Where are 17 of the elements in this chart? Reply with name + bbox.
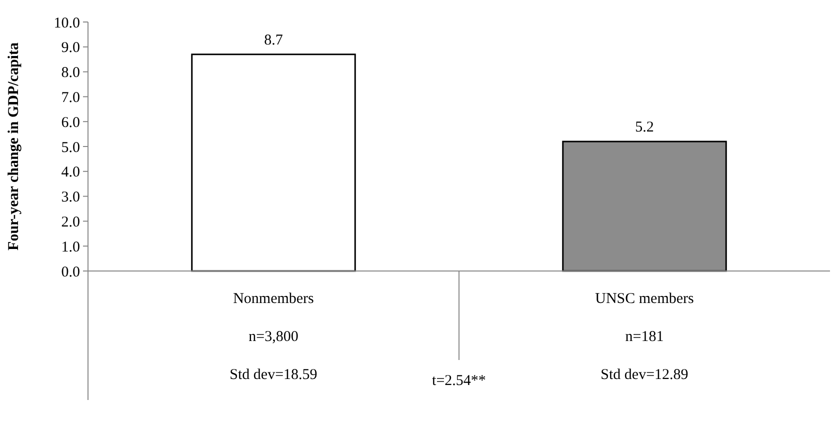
y-tick-label: 5.0 [61, 140, 80, 156]
y-tick-label: 0.0 [61, 264, 80, 280]
y-tick-label: 10.0 [54, 15, 80, 32]
text: t=2.54** [432, 373, 486, 389]
y-tick-label: 1.0 [61, 239, 80, 256]
y-tick-label: 6.0 [61, 114, 80, 131]
category-label: Nonmembers n=3,800 Std dev=18.59 [230, 291, 318, 383]
data-label: 8.7 [264, 32, 284, 48]
y-tick-label: 3.0 [61, 190, 80, 206]
y-tick-label: 2.0 [61, 214, 80, 230]
category-label: UNSC members n=181 Std dev=12.89 [595, 291, 694, 383]
y-tick-label: 7.0 [61, 90, 80, 106]
y-tick-label: 8.0 [61, 65, 80, 82]
y-axis-title: Four-year change in GDP/capita [6, 42, 22, 250]
data-label: 5.2 [635, 120, 654, 136]
y-tick-label: 9.0 [61, 40, 80, 56]
y-tick-label: 4.0 [61, 164, 80, 181]
